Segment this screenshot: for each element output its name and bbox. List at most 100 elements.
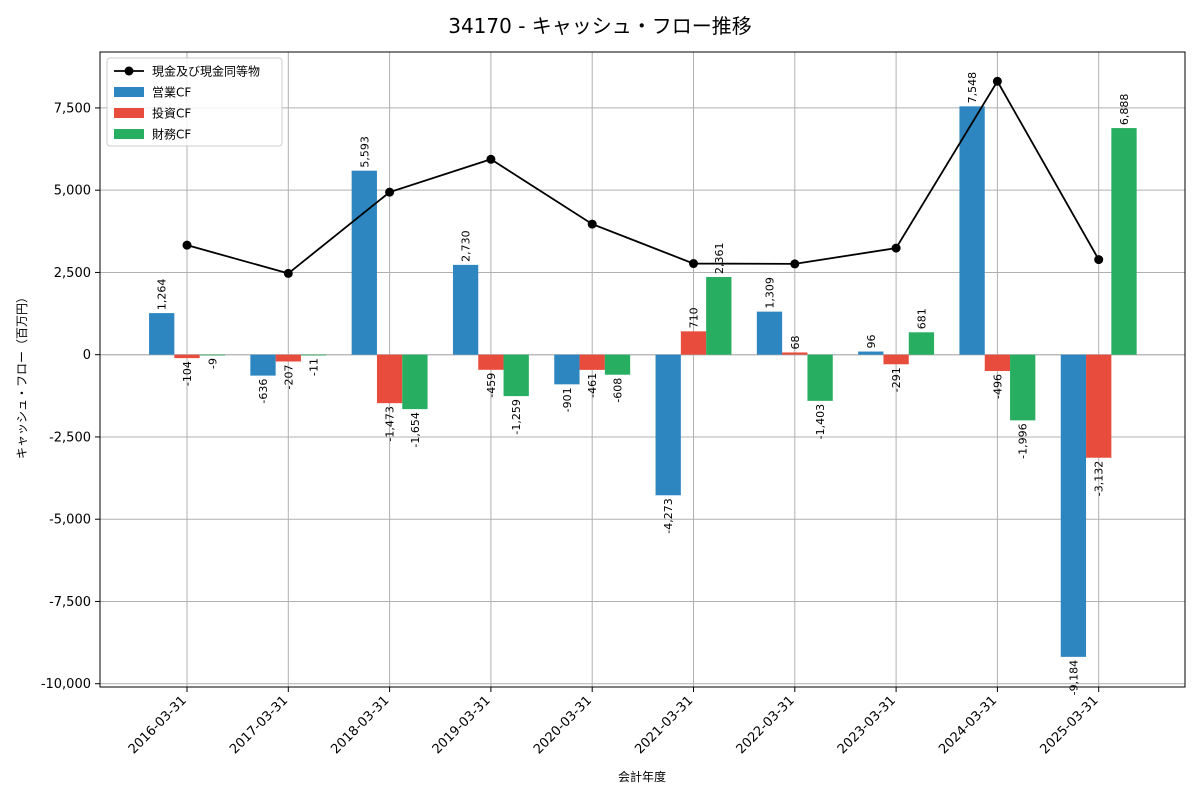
bar [858, 351, 884, 355]
bar [680, 331, 707, 355]
bar-value-label: 7,548 [966, 72, 979, 104]
y-tick-label: -2,500 [49, 430, 91, 445]
legend-label: 投資CF [152, 106, 191, 121]
y-axis: -10,000 -7,500 -5,000 -2,500 0 2,500 5,000 7,50… [41, 101, 100, 692]
bar [149, 313, 175, 355]
bar-value-label: 5,593 [358, 136, 371, 168]
y-tick-label: -7,500 [49, 595, 91, 610]
y-tick-label: 5,000 [54, 184, 91, 199]
bar [199, 354, 225, 356]
bar-value-label: -4,273 [662, 498, 675, 533]
bar-value-labels: 1,264 -636 5,593 2,730 -901 -4,273 1,309 96 7,54… [156, 72, 1131, 695]
legend-bar-swatch [114, 129, 144, 139]
chart-title: 34170 - キャッシュ・フロー推移 [448, 14, 752, 38]
bar [402, 354, 428, 410]
bar [908, 332, 935, 355]
cash-line-point [182, 240, 192, 250]
bar-value-label: -3,132 [1093, 461, 1106, 496]
cash-line-point [283, 268, 293, 278]
legend-bar-swatch [114, 87, 144, 97]
bar [807, 354, 833, 401]
bar [554, 354, 580, 385]
bar-value-label: 710 [688, 307, 701, 328]
bar-value-label: 68 [789, 335, 802, 349]
bar-value-label: -1,654 [409, 412, 422, 447]
cash-line-point [891, 243, 901, 253]
cash-line [182, 76, 1104, 278]
y-axis-label: キャッシュ・フロー（百万円） [15, 291, 29, 459]
bar [300, 354, 327, 356]
bar-value-label: -104 [181, 361, 194, 386]
bar [250, 354, 276, 376]
x-tick-label: 2022-03-31 [734, 693, 798, 757]
bar [478, 354, 504, 370]
x-tick-label: 2023-03-31 [835, 693, 899, 757]
bar-value-label: -1,403 [814, 404, 827, 439]
legend-box [106, 57, 283, 147]
bar [1111, 128, 1137, 355]
legend-label: 営業CF [152, 86, 191, 100]
bar-value-label: -1,259 [510, 399, 523, 434]
bar-value-label: 2,361 [713, 243, 726, 275]
bar-value-label: -207 [282, 365, 295, 390]
bar-value-label: 6,888 [1118, 94, 1131, 126]
bar [1060, 354, 1087, 657]
x-tick-label: 2021-03-31 [632, 693, 696, 757]
bar-value-label: 681 [915, 308, 928, 329]
bar-value-label: 1,309 [764, 277, 777, 309]
x-tick-label: 2017-03-31 [227, 693, 291, 757]
cash-line-point [790, 259, 800, 269]
x-tick-label: 2018-03-31 [328, 693, 392, 757]
cash-line-point [486, 154, 496, 164]
bar-value-label: 2,730 [460, 230, 473, 262]
bar [883, 354, 909, 365]
bar [782, 352, 808, 355]
y-tick-label: 0 [83, 348, 91, 363]
legend-line-marker [124, 66, 134, 76]
bar-value-label: -1,473 [384, 406, 397, 441]
bar-value-label: -11 [308, 358, 321, 376]
bar-value-label: -461 [586, 373, 599, 398]
bar-value-label: 1,264 [156, 279, 169, 311]
x-axis: 2016-03-31 2017-03-31 2018-03-31 2019-03-31… [126, 687, 1102, 757]
bar [1010, 354, 1036, 421]
y-tick-label: -10,000 [41, 677, 91, 692]
x-tick-label: 2020-03-31 [531, 693, 595, 757]
bar-value-label: -608 [612, 378, 625, 403]
y-tick-label: 7,500 [54, 101, 91, 116]
bar-value-label: -291 [890, 367, 903, 392]
bar-value-label: 96 [865, 335, 878, 349]
bar-value-label: -9 [206, 358, 219, 369]
bar-value-label: -459 [485, 373, 498, 398]
y-tick-label: -5,000 [49, 513, 91, 528]
cash-line-point [587, 219, 597, 229]
bar [376, 354, 403, 404]
bar-value-label: -9,184 [1067, 660, 1080, 695]
bar-value-label: -901 [561, 387, 574, 412]
cash-line-point [689, 259, 698, 269]
cash-line-path [186, 79, 1100, 275]
plot-frame [99, 51, 1186, 688]
bar [655, 354, 681, 496]
bar [1086, 354, 1112, 458]
bar [503, 354, 529, 397]
bar-value-label: -1,996 [1017, 423, 1030, 458]
bar-value-label: -636 [257, 379, 270, 404]
bar [756, 311, 783, 355]
cash-line-point [385, 187, 395, 197]
bar [452, 264, 479, 355]
x-tick-label: 2024-03-31 [936, 693, 1000, 757]
bar [604, 354, 631, 375]
x-tick-label: 2019-03-31 [430, 693, 494, 757]
bar [959, 106, 985, 355]
bar [351, 170, 377, 355]
x-axis-label: 会計年度 [618, 769, 666, 784]
bar [984, 354, 1011, 372]
bar [174, 354, 200, 359]
legend-label: 現金及び現金同等物 [152, 64, 260, 79]
bar-value-label: -496 [991, 374, 1004, 399]
legend-label: 財務CF [152, 127, 191, 142]
cash-line-point [1094, 255, 1104, 265]
